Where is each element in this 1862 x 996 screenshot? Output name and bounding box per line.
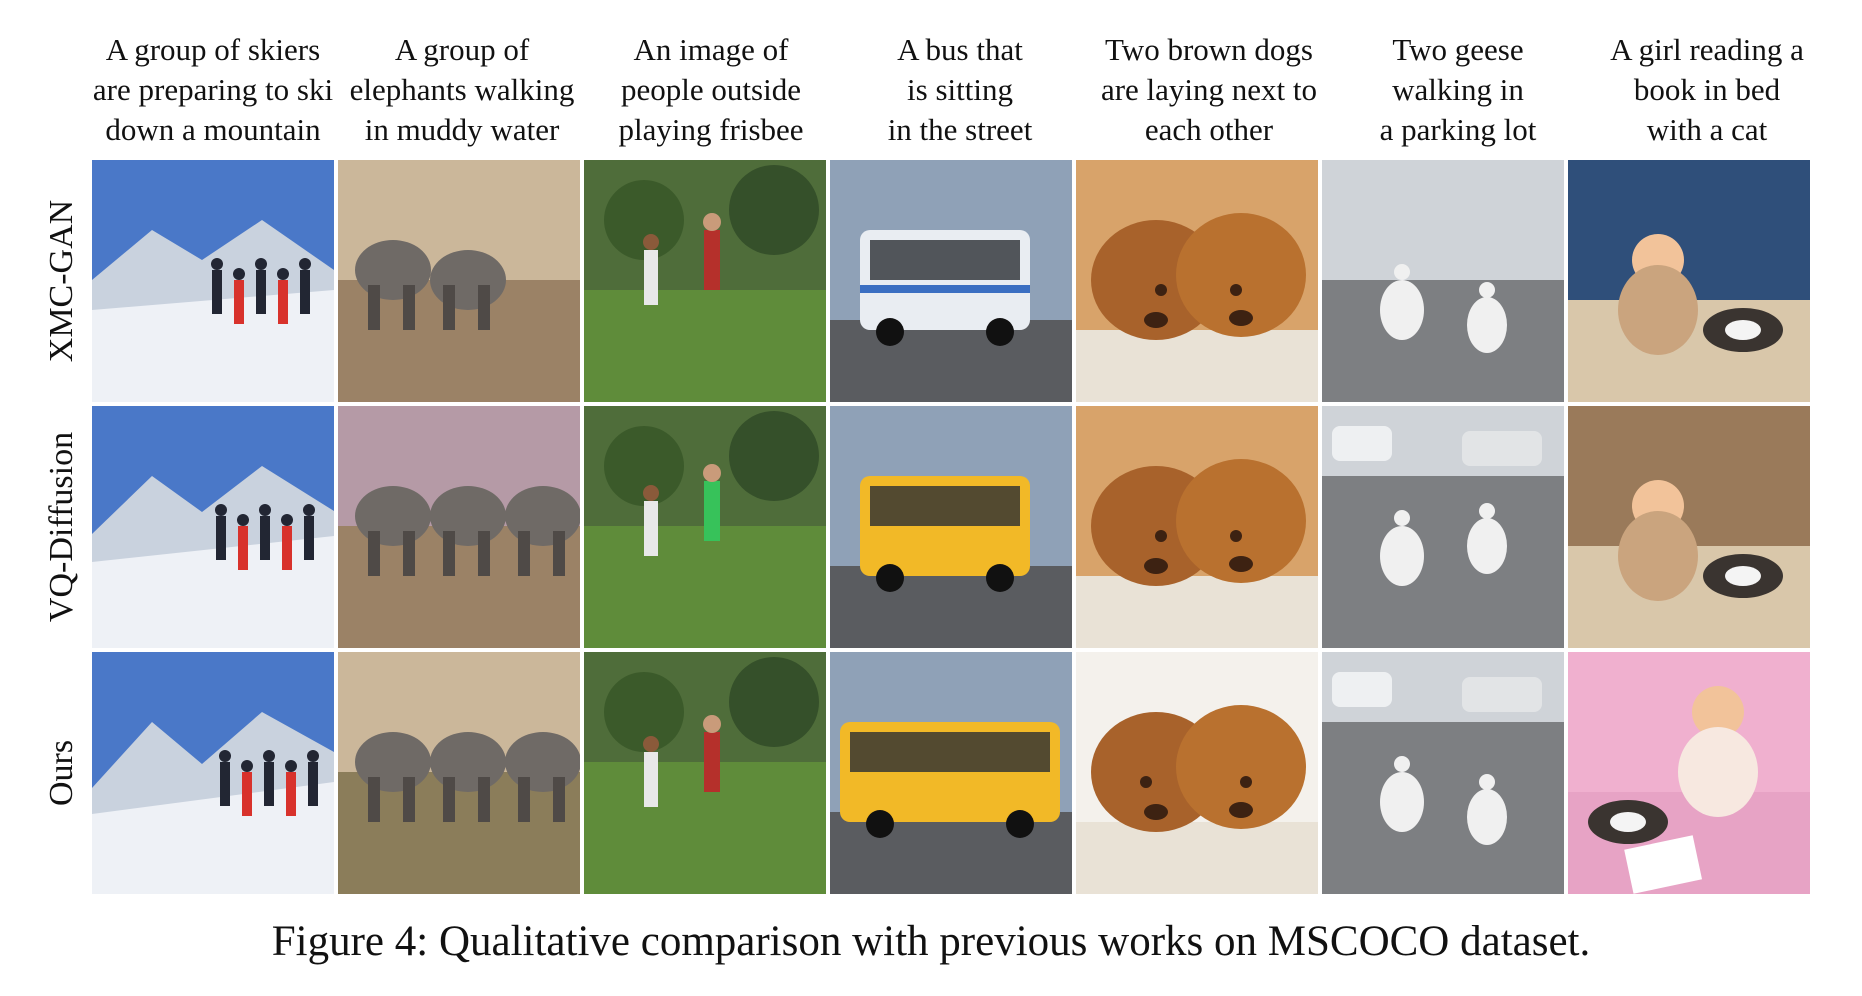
prompt-line: walking in: [1392, 72, 1524, 107]
prompt-col-5: Two brown dogs are laying next to each o…: [1084, 30, 1334, 150]
prompt-line: A group of skiers: [105, 32, 321, 67]
prompt-line: with a cat: [1646, 112, 1768, 147]
prompt-col-7: A girl reading a book in bed with a cat: [1582, 30, 1832, 150]
prompt-line: An image of: [633, 32, 789, 67]
prompt-line: A bus that: [897, 32, 1023, 67]
image-ours-elephant: [338, 652, 580, 894]
prompt-line: Two geese: [1392, 32, 1524, 67]
prompt-line: each other: [1144, 112, 1274, 147]
prompt-line: Two brown dogs: [1105, 32, 1313, 67]
image-vq-diffusion-frisbee: [584, 406, 826, 648]
prompt-line: are preparing to ski: [92, 72, 334, 107]
prompt-line: down a mountain: [105, 112, 321, 147]
image-ours-girl: [1568, 652, 1810, 894]
prompt-line: is sitting: [907, 72, 1013, 107]
image-ours-bus: [830, 652, 1072, 894]
image-vq-diffusion-ski: [92, 406, 334, 648]
image-vq-diffusion-dogs: [1076, 406, 1318, 648]
image-vq-diffusion-girl: [1568, 406, 1810, 648]
prompt-col-1: A group of skiers are preparing to ski d…: [88, 30, 338, 150]
prompt-line: are laying next to: [1100, 72, 1318, 107]
image-ours-geese: [1322, 652, 1564, 894]
image-ours-ski: [92, 652, 334, 894]
image-vq-diffusion-bus: [830, 406, 1072, 648]
prompt-line: in muddy water: [364, 112, 560, 147]
prompt-col-6: Two geese walking in a parking lot: [1333, 30, 1583, 150]
image-ours-frisbee: [584, 652, 826, 894]
image-vq-diffusion-geese: [1322, 406, 1564, 648]
row-label-ours: Ours: [43, 739, 81, 807]
image-xmc-gan-ski: [92, 160, 334, 402]
prompt-line: book in bed: [1633, 72, 1781, 107]
image-xmc-gan-girl: [1568, 160, 1810, 402]
prompt-line: people outside: [621, 72, 801, 107]
prompt-line: playing frisbee: [618, 112, 804, 147]
row-label-vq-diffusion: VQ-Diffusion: [43, 431, 81, 623]
prompt-line: elephants walking: [349, 72, 575, 107]
prompt-col-4: A bus that is sitting in the street: [835, 30, 1085, 150]
row-label-xmc-gan: XMC-GAN: [43, 199, 81, 363]
prompt-line: A group of: [394, 32, 530, 67]
image-ours-dogs: [1076, 652, 1318, 894]
prompt-row: A group of skiers are preparing to ski d…: [88, 30, 1834, 155]
image-xmc-gan-elephant: [338, 160, 580, 402]
image-xmc-gan-dogs: [1076, 160, 1318, 402]
figure-caption: Figure 4: Qualitative comparison with pr…: [271, 918, 1591, 965]
image-xmc-gan-frisbee: [584, 160, 826, 402]
prompt-line: A girl reading a: [1610, 32, 1804, 67]
prompt-col-3: An image of people outside playing frisb…: [586, 30, 836, 150]
prompt-col-2: A group of elephants walking in muddy wa…: [337, 30, 587, 150]
prompt-line: in the street: [887, 112, 1033, 147]
image-xmc-gan-geese: [1322, 160, 1564, 402]
image-xmc-gan-bus: [830, 160, 1072, 402]
prompt-line: a parking lot: [1379, 112, 1537, 147]
image-vq-diffusion-elephant: [338, 406, 580, 648]
